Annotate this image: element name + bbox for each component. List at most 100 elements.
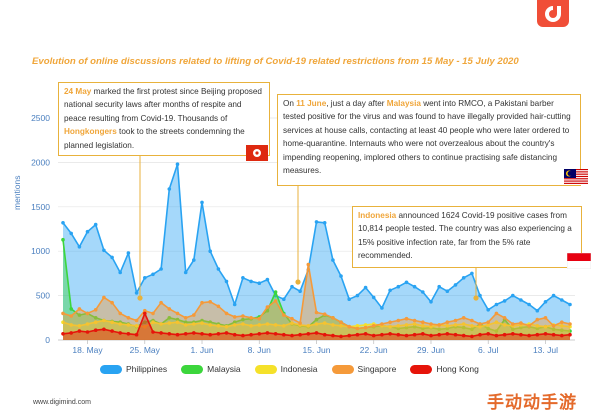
- point-indonesia: [208, 323, 212, 327]
- point-indonesia: [216, 324, 221, 328]
- point-singapore: [69, 314, 73, 318]
- point-hongkong: [380, 332, 384, 337]
- point-philippines: [249, 279, 253, 284]
- point-malaysia: [314, 317, 319, 322]
- point-indonesia: [502, 323, 507, 327]
- legend-label: Philippines: [126, 364, 168, 374]
- point-hongkong: [478, 332, 482, 337]
- x-tick-label: 18. May: [72, 345, 103, 355]
- point-hongkong: [61, 332, 65, 336]
- point-philippines: [371, 295, 376, 300]
- point-indonesia: [494, 320, 499, 325]
- point-malaysia: [470, 327, 474, 332]
- point-indonesia: [535, 324, 540, 328]
- point-indonesia: [232, 323, 237, 327]
- point-indonesia: [143, 324, 147, 329]
- point-philippines: [241, 276, 245, 280]
- point-hongkong: [175, 332, 180, 337]
- point-singapore: [232, 315, 237, 319]
- point-singapore: [543, 316, 548, 320]
- point-hongkong: [494, 333, 499, 338]
- legend-item[interactable]: Malaysia: [181, 364, 241, 374]
- point-indonesia: [306, 324, 311, 328]
- point-singapore: [388, 320, 392, 325]
- point-hongkong: [143, 311, 147, 316]
- point-hongkong: [118, 331, 122, 335]
- point-philippines: [232, 302, 237, 307]
- point-indonesia: [445, 324, 450, 328]
- point-indonesia: [134, 324, 139, 328]
- point-singapore: [527, 324, 531, 328]
- x-tick-label: 6. Jul: [478, 345, 498, 355]
- point-indonesia: [241, 322, 245, 326]
- point-hongkong: [224, 331, 229, 335]
- hongkong-highlight: Hongkongers: [64, 127, 117, 137]
- point-hongkong: [273, 332, 278, 336]
- point-hongkong: [77, 329, 82, 333]
- point-hongkong: [102, 327, 106, 332]
- hongkong-annotation: 24 May marked the first protest since Be…: [58, 82, 270, 156]
- annotation-marker: [137, 295, 143, 301]
- point-philippines: [298, 289, 302, 294]
- point-indonesia: [93, 320, 98, 325]
- legend-item[interactable]: Indonesia: [254, 364, 318, 374]
- legend-item[interactable]: Philippines: [100, 364, 167, 374]
- point-philippines: [388, 288, 392, 293]
- point-hongkong: [551, 332, 556, 337]
- point-hongkong: [192, 331, 196, 335]
- point-hongkong: [159, 331, 163, 335]
- point-indonesia: [224, 324, 229, 329]
- point-hongkong: [519, 332, 523, 337]
- point-singapore: [102, 295, 106, 300]
- point-hongkong: [126, 332, 131, 336]
- point-indonesia: [412, 322, 417, 326]
- point-singapore: [412, 318, 417, 323]
- point-philippines: [331, 258, 335, 262]
- x-tick-label: 13. Jul: [533, 345, 558, 355]
- annotation-marker: [295, 279, 301, 285]
- point-philippines: [290, 284, 294, 289]
- point-indonesia: [568, 324, 572, 329]
- point-malaysia: [412, 324, 417, 329]
- x-tick-label: 22. Jun: [360, 345, 388, 355]
- point-singapore: [224, 311, 229, 316]
- brand-logo: [537, 0, 569, 27]
- point-singapore: [175, 311, 180, 316]
- point-philippines: [445, 289, 450, 294]
- point-philippines: [478, 293, 482, 298]
- hongkong-text-1: marked the first protest since Beijing p…: [64, 87, 262, 123]
- x-tick-label: 29. Jun: [417, 345, 445, 355]
- point-hongkong: [371, 333, 376, 338]
- x-tick-label: 8. Jun: [248, 345, 271, 355]
- point-singapore: [265, 305, 270, 309]
- point-malaysia: [494, 329, 499, 333]
- point-philippines: [282, 297, 286, 302]
- point-singapore: [322, 312, 327, 317]
- point-singapore: [551, 324, 556, 328]
- legend-label: Hong Kong: [436, 364, 479, 374]
- point-philippines: [175, 162, 180, 166]
- point-malaysia: [77, 313, 82, 317]
- point-singapore: [241, 314, 245, 318]
- malaysia-text-1: , just a day after: [326, 99, 387, 108]
- point-philippines: [412, 284, 417, 289]
- point-philippines: [404, 280, 409, 285]
- point-singapore: [535, 317, 540, 322]
- point-philippines: [461, 276, 466, 280]
- point-indonesia: [159, 322, 163, 326]
- legend-item[interactable]: Hong Kong: [410, 364, 479, 374]
- point-indonesia: [77, 324, 82, 328]
- legend-item[interactable]: Singapore: [331, 364, 396, 374]
- chart-legend: Philippines Malaysia Indonesia Singapore…: [100, 364, 479, 374]
- legend-swatch: [254, 364, 277, 374]
- point-philippines: [560, 298, 564, 302]
- point-philippines: [421, 290, 425, 294]
- indonesia-highlight: Indonesia: [358, 211, 397, 220]
- point-indonesia: [249, 324, 253, 328]
- point-malaysia: [208, 320, 212, 325]
- point-singapore: [216, 304, 221, 309]
- point-indonesia: [102, 318, 106, 323]
- point-hongkong: [396, 332, 401, 337]
- point-indonesia: [543, 324, 548, 329]
